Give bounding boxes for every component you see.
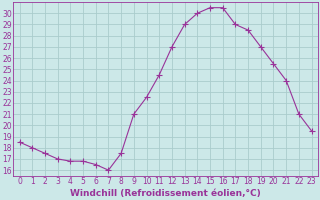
X-axis label: Windchill (Refroidissement éolien,°C): Windchill (Refroidissement éolien,°C) bbox=[70, 189, 261, 198]
